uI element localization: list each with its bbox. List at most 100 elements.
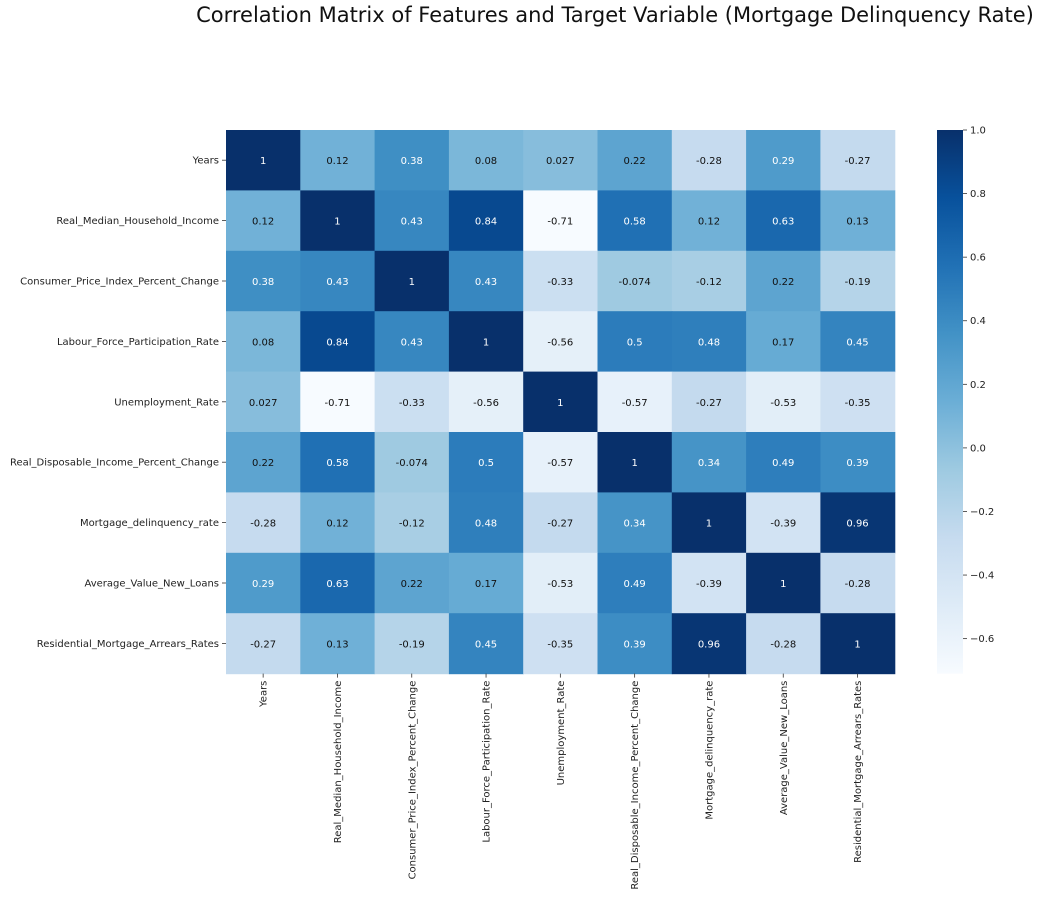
y-tick-labels: Years Real_Median_Household_Income Consume… <box>10 156 226 650</box>
cell-value-label: 0.38 <box>252 277 274 288</box>
cell-value-label: -0.19 <box>845 277 871 288</box>
cell-value-label: -0.35 <box>547 639 573 650</box>
cell-value-label: -0.71 <box>325 398 351 409</box>
cell-value-label: 0.12 <box>326 156 348 167</box>
cell-value-label: 0.22 <box>624 156 646 167</box>
heatmap-cell <box>300 552 376 614</box>
cell-value-label: 0.96 <box>698 639 720 650</box>
x-tick-label: Average_Value_New_Loans <box>779 681 790 816</box>
cell-value-label: 0.22 <box>252 458 274 469</box>
heatmap-cell <box>597 492 673 554</box>
colorbar-gradient <box>937 130 963 674</box>
y-tick-label: Residential_Mortgage_Arrears_Rates <box>37 639 219 650</box>
cell-value-label: 0.027 <box>249 398 278 409</box>
cell-value-label: -0.28 <box>250 519 276 530</box>
heatmap-cell <box>374 190 450 252</box>
heatmap-cell <box>300 311 376 373</box>
heatmap-cell <box>300 613 376 675</box>
heatmap-cell <box>820 311 896 373</box>
cell-value-label: -0.074 <box>396 458 428 469</box>
chart-title: Correlation Matrix of Features and Targe… <box>196 3 1034 27</box>
heatmap-cells: 1 0.12 0.38 0.08 0.027 0.22 -0.28 0.29 -0.27 0.12… <box>226 130 896 675</box>
cell-value-label: 1 <box>483 337 489 348</box>
heatmap-cell <box>597 250 673 312</box>
cell-value-label: -0.57 <box>622 398 648 409</box>
x-tick-labels: Years Real_Median_Household_Income Consume… <box>259 673 864 890</box>
heatmap-cell <box>300 492 376 554</box>
y-tick-label: Unemployment_Rate <box>114 397 219 408</box>
heatmap-cell <box>523 613 599 675</box>
heatmap-cell <box>820 613 896 675</box>
x-tick-label: Consumer_Price_Index_Percent_Change <box>407 681 418 880</box>
heatmap-cell <box>523 250 599 312</box>
y-tick-label: Consumer_Price_Index_Percent_Change <box>20 277 219 288</box>
cell-value-label: 0.22 <box>401 579 423 590</box>
cell-value-label: 1 <box>334 217 340 228</box>
cell-value-label: 0.12 <box>252 217 274 228</box>
heatmap-cell <box>746 492 821 554</box>
heatmap-cell <box>448 190 524 252</box>
heatmap-cell <box>374 492 450 554</box>
heatmap-cell <box>820 371 896 433</box>
heatmap-cell <box>448 613 524 675</box>
cell-value-label: 0.13 <box>326 639 348 650</box>
heatmap-cell <box>597 371 673 433</box>
cell-value-label: 0.17 <box>475 579 497 590</box>
cell-value-label: -0.27 <box>547 519 573 530</box>
colorbar-tick-label: 0.6 <box>970 253 986 264</box>
heatmap-cell <box>671 250 747 312</box>
cell-value-label: -0.33 <box>547 277 573 288</box>
heatmap-cell <box>746 552 821 614</box>
heatmap-cell <box>746 130 821 191</box>
colorbar: 1.0 0.8 0.6 0.4 0.2 0.0 −0.2 −0.4 −0.6 <box>937 126 994 674</box>
cell-value-label: -0.53 <box>547 579 573 590</box>
y-tick-label: Average_Value_New_Loans <box>84 579 219 590</box>
cell-value-label: 0.5 <box>627 337 643 348</box>
cell-value-label: -0.56 <box>547 337 573 348</box>
cell-value-label: 0.43 <box>475 277 497 288</box>
heatmap-cell <box>523 130 599 191</box>
cell-value-label: -0.71 <box>547 217 573 228</box>
heatmap-cell <box>746 311 821 373</box>
heatmap-cell <box>820 250 896 312</box>
heatmap-cell <box>448 371 524 433</box>
cell-value-label: 0.29 <box>772 156 794 167</box>
heatmap-cell <box>671 371 747 433</box>
heatmap-cell <box>523 492 599 554</box>
cell-value-label: -0.28 <box>696 156 722 167</box>
cell-value-label: -0.12 <box>696 277 722 288</box>
heatmap-cell <box>671 311 747 373</box>
heatmap-cell <box>448 552 524 614</box>
heatmap-cell <box>226 250 301 312</box>
heatmap-cell <box>820 432 896 493</box>
heatmap-cell <box>300 371 376 433</box>
heatmap-cell <box>597 311 673 373</box>
cell-value-label: 0.34 <box>698 458 720 469</box>
cell-value-label: -0.27 <box>696 398 722 409</box>
heatmap-cell <box>746 371 821 433</box>
heatmap-cell <box>820 552 896 614</box>
cell-value-label: 0.027 <box>546 156 575 167</box>
cell-value-label: 0.13 <box>846 217 868 228</box>
cell-value-label: 0.5 <box>478 458 494 469</box>
heatmap-cell <box>746 613 821 675</box>
cell-value-label: 0.48 <box>475 519 497 530</box>
heatmap-cell <box>300 432 376 493</box>
cell-value-label: -0.074 <box>619 277 651 288</box>
cell-value-label: -0.28 <box>770 639 796 650</box>
heatmap-cell <box>820 130 896 191</box>
cell-value-label: 0.34 <box>624 519 646 530</box>
cell-value-label: 0.45 <box>475 639 497 650</box>
heatmap-cell <box>448 432 524 493</box>
colorbar-tick-label: −0.4 <box>970 571 994 582</box>
heatmap-cell <box>820 492 896 554</box>
heatmap-cell <box>820 190 896 252</box>
cell-value-label: 0.58 <box>624 217 646 228</box>
cell-value-label: 0.12 <box>698 217 720 228</box>
cell-value-label: -0.27 <box>250 639 276 650</box>
cell-value-label: 0.49 <box>624 579 646 590</box>
heatmap-cell <box>746 432 821 493</box>
cell-value-label: 0.39 <box>624 639 646 650</box>
heatmap-cell <box>226 552 301 614</box>
